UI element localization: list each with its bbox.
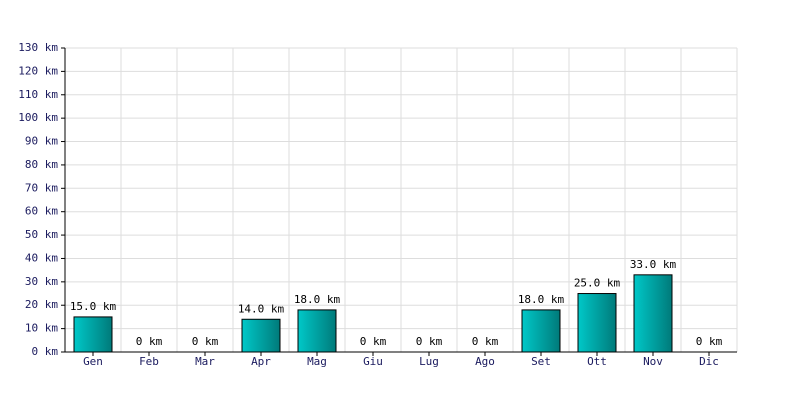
x-tick-label: Mar — [195, 355, 215, 368]
bar — [73, 316, 113, 353]
y-tick-label: 100 km — [18, 111, 58, 124]
y-tick-label: 80 km — [25, 158, 58, 171]
value-label: 0 km — [472, 335, 499, 348]
x-tick-label: Nov — [643, 355, 663, 368]
value-label: 25.0 km — [574, 277, 621, 290]
y-tick-label: 50 km — [25, 228, 58, 241]
value-label: 0 km — [136, 335, 163, 348]
x-tick-label: Feb — [139, 355, 159, 368]
x-tick-label: Giu — [363, 355, 383, 368]
x-tick-label: Ago — [475, 355, 495, 368]
x-tick-label: Gen — [83, 355, 103, 368]
x-tick-label: Lug — [419, 355, 439, 368]
y-tick-label: 130 km — [18, 41, 58, 54]
value-label: 14.0 km — [238, 302, 285, 315]
value-label: 33.0 km — [630, 258, 677, 271]
value-label: 0 km — [416, 335, 443, 348]
y-tick-label: 10 km — [25, 322, 58, 335]
bar — [633, 274, 673, 353]
x-tick-label: Dic — [699, 355, 719, 368]
bar — [521, 309, 561, 353]
y-tick-label: 30 km — [25, 275, 58, 288]
y-tick-label: 120 km — [18, 64, 58, 77]
bar — [297, 309, 337, 353]
x-tick-label: Set — [531, 355, 551, 368]
y-tick-label: 90 km — [25, 135, 58, 148]
y-tick-label: 0 km — [32, 345, 59, 358]
value-label: 18.0 km — [294, 293, 341, 306]
value-label: 0 km — [360, 335, 387, 348]
x-tick-label: Mag — [307, 355, 327, 368]
x-tick-label: Apr — [251, 355, 271, 368]
value-label: 0 km — [696, 335, 723, 348]
value-label: 18.0 km — [518, 293, 565, 306]
y-tick-label: 70 km — [25, 181, 58, 194]
y-tick-label: 60 km — [25, 205, 58, 218]
value-label: 15.0 km — [70, 300, 117, 313]
bar — [577, 293, 617, 353]
value-label: 0 km — [192, 335, 219, 348]
x-tick-label: Ott — [587, 355, 607, 368]
bar — [241, 318, 281, 353]
y-tick-label: 110 km — [18, 88, 58, 101]
y-tick-label: 20 km — [25, 298, 58, 311]
y-tick-label: 40 km — [25, 251, 58, 264]
